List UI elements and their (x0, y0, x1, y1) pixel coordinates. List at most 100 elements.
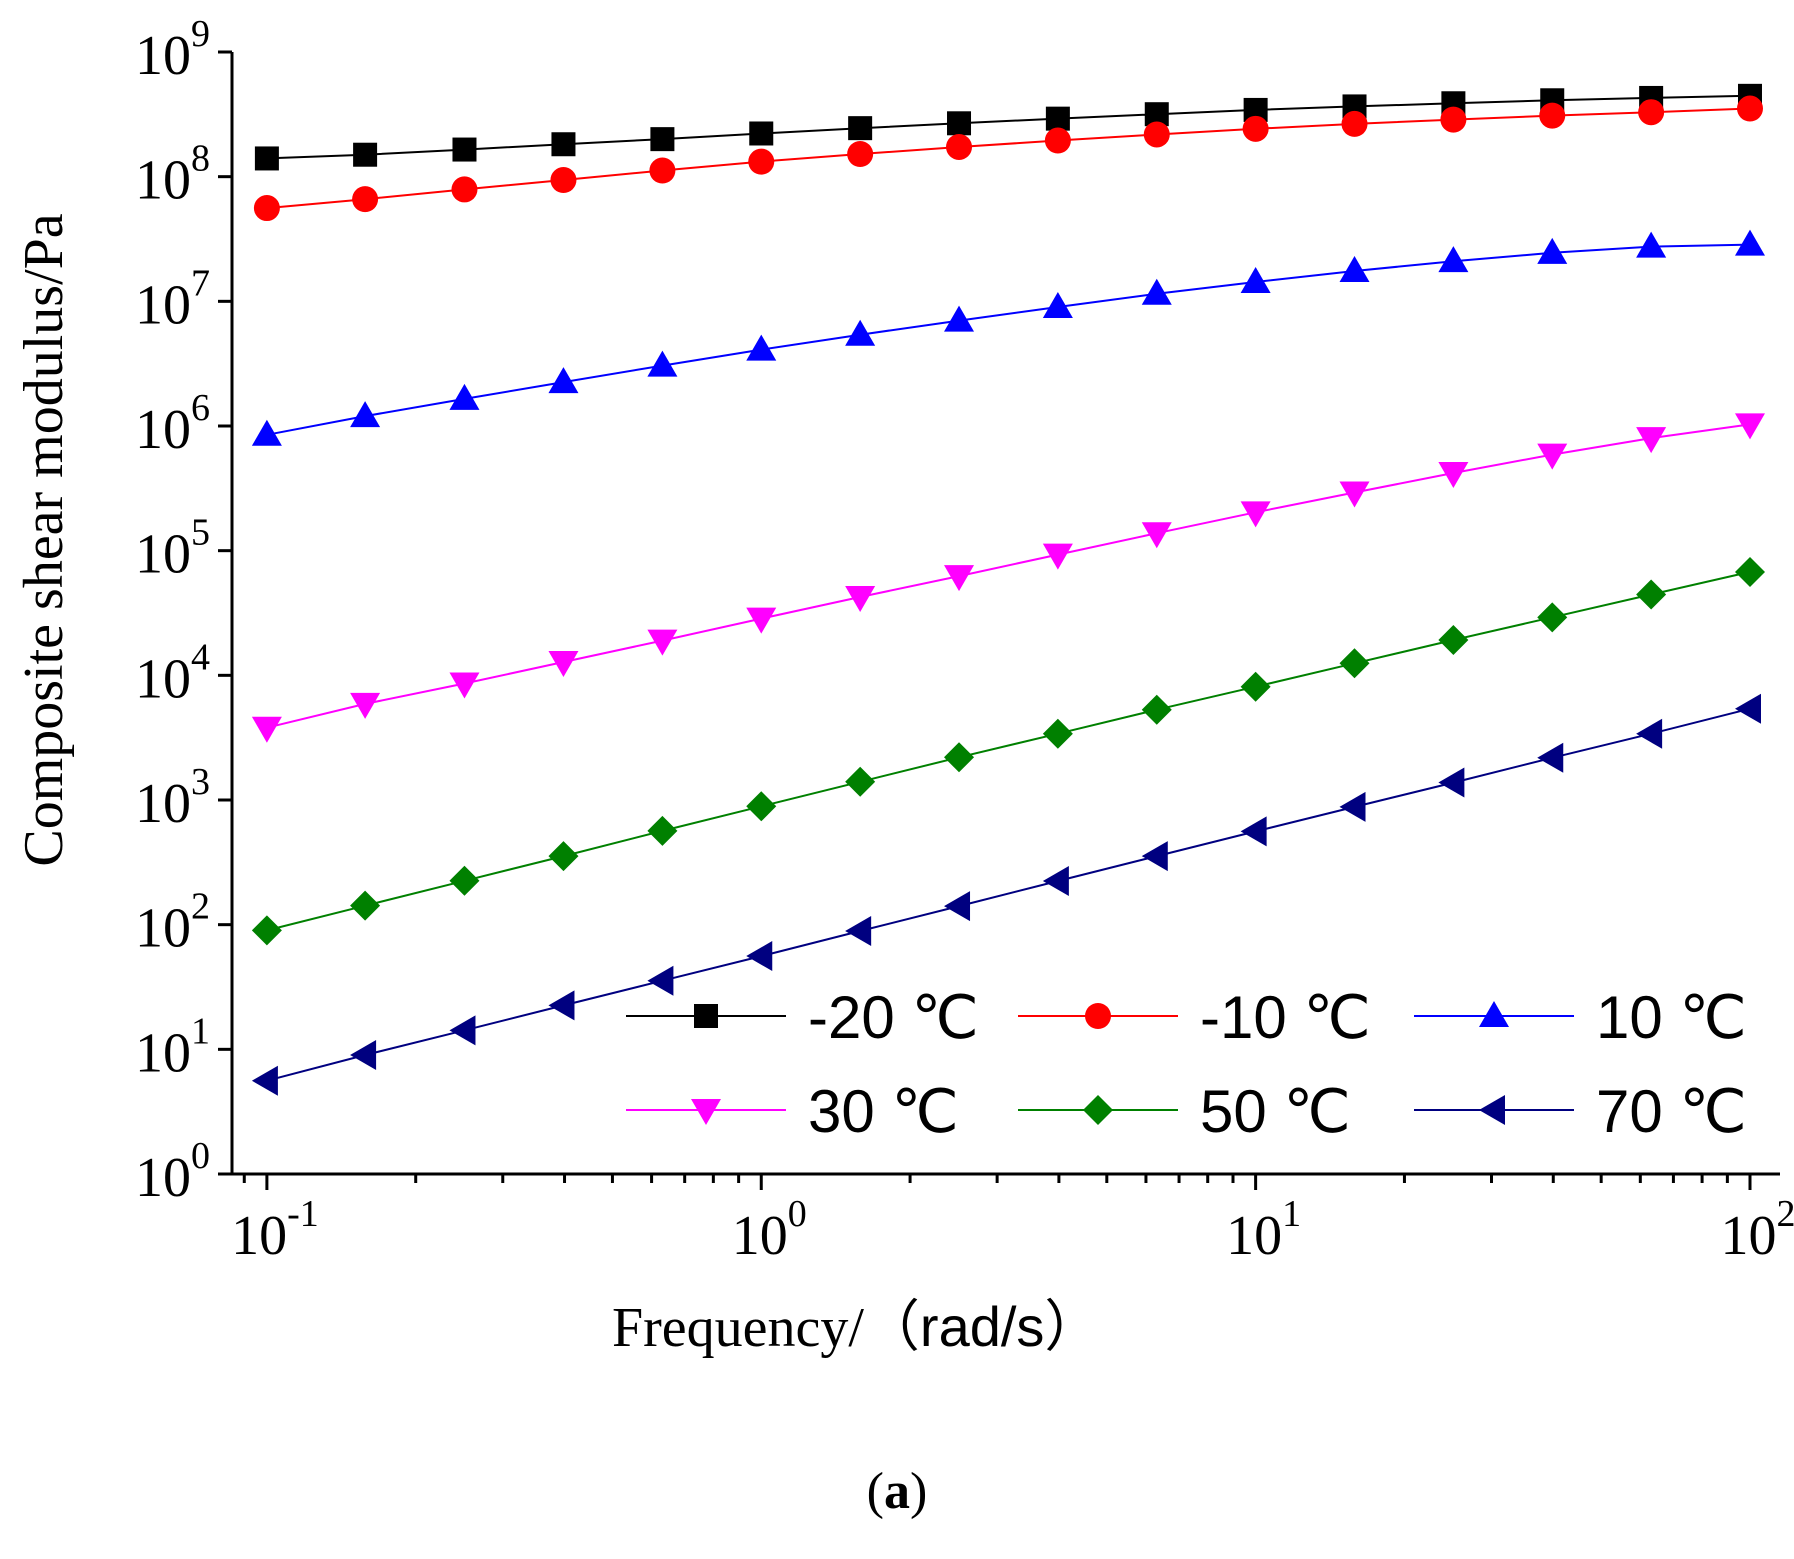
data-point (1141, 278, 1172, 305)
data-point (548, 650, 579, 677)
series-line (266, 423, 1751, 729)
data-point (352, 186, 379, 213)
x-tick-exponent: 1 (1282, 1193, 1301, 1235)
legend-label: 10 ℃ (1596, 984, 1747, 1051)
figure-caption: (a) (0, 1462, 1794, 1521)
data-point (1438, 767, 1465, 798)
series-2 (253, 95, 1763, 222)
series-line (266, 707, 1751, 1082)
x-axis-label-quantity: Frequency/ (612, 1297, 864, 1359)
data-point (647, 965, 674, 996)
legend-item: 10 ℃ (1414, 984, 1747, 1051)
y-tick-exponent: 5 (191, 512, 210, 554)
data-point (350, 1040, 377, 1071)
data-point (1240, 266, 1271, 293)
y-tick-exponent: 4 (191, 636, 210, 678)
data-point (251, 915, 282, 946)
data-point (1141, 694, 1172, 725)
data-point (350, 401, 381, 428)
legend-marker (691, 1099, 721, 1125)
x-tick-exponent: -1 (287, 1193, 319, 1235)
y-tick-label: 102 (135, 886, 210, 960)
y-tick-base: 10 (135, 1022, 191, 1084)
y-tick-base: 10 (135, 648, 191, 710)
y-tick-exponent: 6 (191, 387, 210, 429)
data-point (1734, 693, 1761, 724)
data-point (1638, 99, 1665, 126)
y-tick-label: 105 (135, 512, 210, 586)
y-tick-base: 10 (135, 150, 191, 212)
data-point (845, 319, 876, 346)
legend-marker (1479, 1001, 1509, 1027)
data-point (944, 742, 975, 773)
y-tick-label: 106 (135, 387, 210, 461)
legend-label: 50 ℃ (1200, 1078, 1351, 1145)
data-point (1734, 413, 1765, 440)
data-point (647, 629, 678, 656)
data-point (449, 1015, 476, 1046)
legend-marker (694, 1004, 718, 1028)
data-point (847, 140, 874, 167)
y-tick-exponent: 0 (191, 1135, 210, 1177)
data-point (944, 891, 971, 922)
data-point (452, 137, 477, 162)
data-point (350, 890, 381, 921)
y-tick-label: 104 (135, 636, 210, 710)
data-point (1438, 625, 1469, 656)
data-point (1537, 742, 1564, 773)
data-point (947, 111, 972, 136)
data-point (449, 865, 480, 896)
data-point (1339, 256, 1370, 283)
caption-paren-open: ( (866, 1463, 884, 1520)
data-point (845, 766, 876, 797)
series-1 (254, 83, 1762, 171)
y-tick-exponent: 8 (191, 138, 210, 180)
y-tick-label: 109 (135, 13, 210, 87)
x-tick-exponent: 0 (788, 1193, 807, 1235)
data-point (1438, 246, 1469, 273)
data-point (350, 692, 381, 719)
data-point (550, 167, 577, 194)
data-point (1240, 671, 1271, 702)
data-point (1734, 556, 1765, 587)
series-line (266, 570, 1751, 932)
data-point (746, 791, 777, 822)
y-tick-exponent: 1 (191, 1010, 210, 1052)
data-point (746, 334, 777, 361)
data-point (1141, 522, 1172, 549)
data-point (548, 990, 575, 1021)
y-axis-label: Composite shear modulus/Pa (13, 213, 75, 866)
x-axis-label: Frequency/（rad/s） (612, 1295, 1100, 1359)
data-point (451, 176, 478, 203)
series-4 (251, 413, 1765, 743)
data-point (1537, 602, 1568, 633)
data-point (1537, 443, 1568, 470)
data-point (353, 142, 378, 167)
legend-label: 70 ℃ (1596, 1078, 1747, 1145)
data-point (1240, 501, 1271, 528)
data-point (548, 841, 579, 872)
data-point (251, 419, 282, 446)
x-tick-base: 10 (732, 1205, 788, 1267)
y-tick-base: 10 (135, 524, 191, 586)
y-tick-base: 10 (135, 773, 191, 835)
x-tick-exponent: 2 (1776, 1193, 1794, 1235)
data-point (1736, 95, 1763, 122)
data-point (1042, 292, 1073, 319)
data-point (749, 121, 774, 146)
data-point (1339, 791, 1366, 822)
x-tick-base: 10 (1720, 1205, 1776, 1267)
legend-label: 30 ℃ (808, 1078, 959, 1145)
data-point (1141, 841, 1168, 872)
data-point (449, 383, 480, 410)
y-tick-exponent: 9 (191, 13, 210, 55)
y-tick-label: 101 (135, 1010, 210, 1084)
data-point (1240, 816, 1267, 847)
x-tick-label: 10-1 (231, 1193, 319, 1267)
data-point (748, 148, 775, 175)
data-point (1440, 106, 1467, 133)
series-line (266, 94, 1751, 160)
legend-label: -20 ℃ (808, 984, 979, 1051)
y-tick-label: 107 (135, 262, 210, 336)
